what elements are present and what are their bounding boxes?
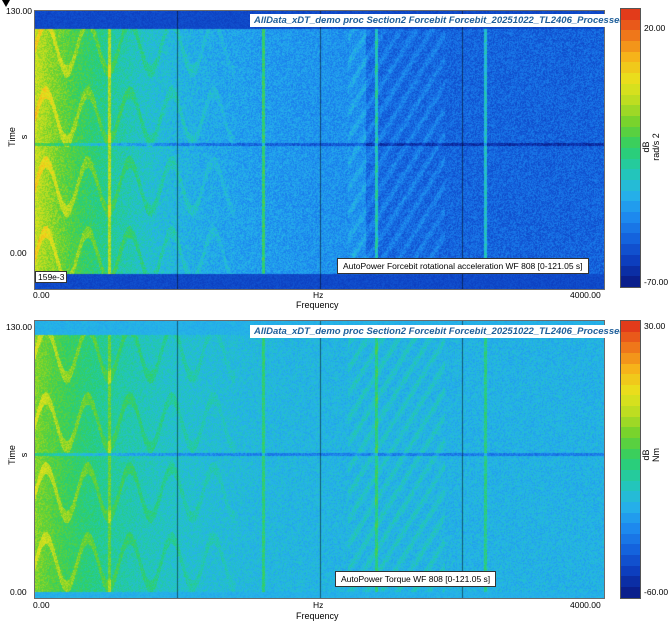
- top-x-axis-label: Frequency: [296, 300, 339, 310]
- colorbar-segment: [621, 321, 640, 332]
- colorbar-segment: [621, 115, 640, 127]
- colorbar-segment: [621, 9, 640, 20]
- colorbar-segment: [621, 105, 640, 116]
- colorbar-segment: [621, 244, 640, 255]
- colorbar-segment: [621, 352, 640, 364]
- colorbar-segment: [621, 406, 640, 417]
- colorbar-segment: [621, 62, 640, 74]
- colorbar-segment: [621, 158, 640, 170]
- colorbar-segment: [621, 331, 640, 343]
- colorbar-segment: [621, 544, 640, 556]
- colorbar-segment: [621, 448, 640, 460]
- colorbar-segment: [621, 30, 640, 42]
- colorbar-segment: [621, 233, 640, 245]
- colorbar-segment: [621, 83, 640, 95]
- colorbar-segment: [621, 523, 640, 534]
- bottom-x-unit: Hz: [313, 600, 324, 610]
- bottom-spectrogram-heatmap: [35, 321, 604, 598]
- top-colorbar: [620, 8, 641, 288]
- top-cursor-readout: 159e-3: [35, 271, 68, 283]
- top-spectrogram-heatmap: [35, 11, 604, 289]
- colorbar-segment: [621, 137, 640, 148]
- top-y-axis-unit: s: [19, 134, 29, 140]
- colorbar-segment: [621, 212, 640, 223]
- colorbar-segment: [621, 73, 640, 84]
- bottom-colorbar-unit: Nm: [651, 448, 661, 462]
- colorbar-segment: [621, 416, 640, 428]
- colorbar-segment: [621, 342, 640, 353]
- top-x-tick-max: 4000.00: [570, 290, 601, 300]
- top-colorbar-min: -70.00: [644, 277, 669, 287]
- bottom-y-tick-min: 0.00: [10, 587, 27, 597]
- top-chart-title: AllData_xDT_demo proc Section2 Forcebit …: [250, 14, 630, 27]
- colorbar-segment: [621, 254, 640, 266]
- colorbar-segment: [621, 265, 640, 277]
- colorbar-segment: [621, 565, 640, 577]
- cursor-marker-icon[interactable]: [2, 0, 10, 7]
- colorbar-segment: [621, 180, 640, 191]
- bottom-spectrogram-plot[interactable]: [34, 320, 605, 599]
- bottom-series-legend: AutoPower Torque WF 808 [0-121.05 s]: [335, 571, 497, 587]
- bottom-y-axis-unit: s: [19, 452, 29, 458]
- colorbar-segment: [621, 169, 640, 180]
- colorbar-segment: [621, 94, 640, 106]
- bottom-colorbar-max: 30.00: [644, 321, 666, 331]
- top-x-tick-min: 0.00: [33, 290, 50, 300]
- top-y-tick-min: 0.00: [10, 248, 27, 258]
- colorbar-segment: [621, 222, 640, 234]
- colorbar-segment: [621, 190, 640, 202]
- bottom-y-tick-max: 130.00: [6, 322, 32, 332]
- colorbar-segment: [621, 126, 640, 138]
- colorbar-segment: [621, 491, 640, 502]
- colorbar-segment: [621, 469, 640, 481]
- colorbar-segment: [621, 587, 640, 598]
- colorbar-segment: [621, 19, 640, 31]
- colorbar-segment: [621, 533, 640, 545]
- colorbar-segment: [621, 384, 640, 396]
- colorbar-segment: [621, 438, 640, 449]
- top-series-legend: AutoPower Forcebit rotational accelerati…: [337, 258, 589, 274]
- colorbar-segment: [621, 459, 640, 470]
- colorbar-segment: [621, 363, 640, 375]
- colorbar-segment: [621, 501, 640, 513]
- colorbar-segment: [621, 51, 640, 63]
- top-colorbar-max: 20.00: [644, 23, 666, 33]
- colorbar-segment: [621, 480, 640, 492]
- colorbar-segment: [621, 276, 640, 287]
- bottom-colorbar: [620, 320, 641, 599]
- top-y-tick-max: 130.00: [6, 6, 32, 16]
- colorbar-segment: [621, 427, 640, 439]
- top-colorbar-unit: rad/s 2: [651, 133, 661, 161]
- bottom-x-axis-label: Frequency: [296, 611, 339, 621]
- colorbar-segment: [621, 395, 640, 407]
- colorbar-segment: [621, 201, 640, 213]
- bottom-x-tick-min: 0.00: [33, 600, 50, 610]
- top-x-unit: Hz: [313, 290, 324, 300]
- colorbar-segment: [621, 147, 640, 159]
- bottom-chart-title: AllData_xDT_demo proc Section2 Forcebit …: [250, 325, 630, 338]
- colorbar-segment: [621, 41, 640, 52]
- bottom-x-tick-max: 4000.00: [570, 600, 601, 610]
- bottom-colorbar-min: -60.00: [644, 587, 669, 597]
- colorbar-segment: [621, 576, 640, 588]
- colorbar-segment: [621, 512, 640, 524]
- top-spectrogram-plot[interactable]: [34, 10, 605, 290]
- colorbar-segment: [621, 374, 640, 385]
- colorbar-segment: [621, 555, 640, 566]
